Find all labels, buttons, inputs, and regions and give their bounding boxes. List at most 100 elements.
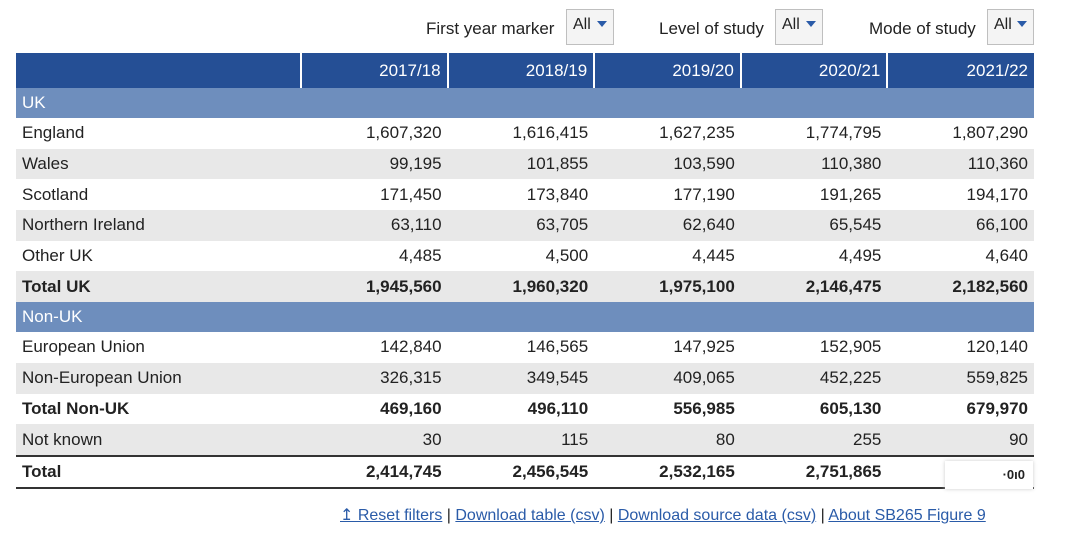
- column-header[interactable]: 2018/19: [446, 53, 595, 88]
- column-header[interactable]: 2017/18: [300, 53, 448, 88]
- table-cell: 605,130: [740, 393, 888, 425]
- table-cell: 4,445: [594, 240, 741, 272]
- column-header[interactable]: 2021/22: [886, 53, 1034, 88]
- download-source-data-link[interactable]: Download source data (csv): [617, 507, 817, 524]
- table-row: Not known 30 115 80 255 90: [16, 424, 1034, 456]
- table-cell: 1,975,100: [594, 271, 741, 303]
- row-label: Other UK: [16, 240, 301, 272]
- table-cell: 110,360: [887, 148, 1034, 180]
- row-label: European Union: [16, 332, 301, 363]
- level-of-study-value: All: [782, 16, 800, 33]
- table-cell: 90: [887, 424, 1034, 456]
- reset-filters-link[interactable]: ↥ Reset filters: [340, 507, 443, 524]
- row-label: Total Non-UK: [16, 393, 301, 425]
- row-label: England: [16, 118, 301, 149]
- table-cell: 1,616,415: [447, 118, 595, 149]
- table-cell: 2,456,545: [447, 454, 595, 489]
- overlay-stamp: ·0ı0: [945, 461, 1033, 489]
- table-cell: 1,945,560: [301, 271, 448, 303]
- table-cell: 4,500: [447, 240, 595, 272]
- filter-bar: First year marker All Level of study All…: [0, 7, 1080, 47]
- table-cell: 469,160: [301, 393, 448, 425]
- table-header-row: 2017/18 2018/19 2019/20 2020/21 2021/22: [16, 53, 1034, 88]
- level-of-study-label: Level of study: [659, 19, 764, 38]
- total-row: Total 2,414,745 2,456,545 2,532,165 2,751,86…: [16, 454, 1034, 489]
- table-cell: 255: [740, 424, 888, 456]
- table-cell: 115: [447, 424, 595, 456]
- row-label: Total: [16, 454, 301, 489]
- column-header[interactable]: 2019/20: [593, 53, 741, 88]
- row-label: Not known: [16, 424, 301, 456]
- table-cell: 173,840: [447, 179, 595, 211]
- table-cell: 4,640: [887, 240, 1034, 272]
- mode-of-study-label: Mode of study: [869, 19, 976, 38]
- row-label: Total UK: [16, 271, 301, 303]
- first-year-marker-value: All: [573, 16, 591, 33]
- table-cell: 103,590: [594, 148, 741, 180]
- section-header-row: UK: [16, 88, 1034, 118]
- table-row: Scotland 171,450 173,840 177,190 191,265 194,…: [16, 179, 1034, 211]
- table-cell: 1,774,795: [740, 118, 888, 149]
- table-cell: 1,627,235: [594, 118, 741, 149]
- section-header-row: Non-UK: [16, 302, 1034, 333]
- first-year-marker-select[interactable]: All: [566, 9, 614, 45]
- table-body: UK England 1,607,320 1,616,415 1,627,235 1,77…: [16, 88, 1034, 489]
- table-row: Northern Ireland 63,110 63,705 62,640 65,545…: [16, 210, 1034, 241]
- table-cell: 559,825: [887, 362, 1034, 394]
- table-cell: 101,855: [447, 148, 595, 180]
- table-cell: 142,840: [301, 332, 448, 363]
- table-cell: 191,265: [740, 179, 888, 211]
- total-row: Total Non-UK 469,160 496,110 556,985 605,130…: [16, 393, 1034, 425]
- row-label: Northern Ireland: [16, 210, 301, 241]
- table-cell: 99,195: [301, 148, 448, 180]
- mode-of-study-value: All: [994, 16, 1012, 33]
- table-cell: 2,532,165: [594, 454, 741, 489]
- header-blank-cell: [16, 53, 301, 88]
- table-row: England 1,607,320 1,616,415 1,627,235 1,774,…: [16, 118, 1034, 149]
- chevron-down-icon: [806, 21, 816, 27]
- level-of-study-select[interactable]: All: [775, 9, 823, 45]
- table-cell: 2,182,560: [887, 271, 1034, 303]
- first-year-marker-label: First year marker: [426, 19, 555, 38]
- link-separator: |: [816, 507, 829, 524]
- table-cell: 556,985: [594, 393, 741, 425]
- total-row: Total UK 1,945,560 1,960,320 1,975,100 2,146…: [16, 271, 1034, 303]
- table-row: Other UK 4,485 4,500 4,445 4,495 4,640: [16, 240, 1034, 272]
- about-figure-link[interactable]: About SB265 Figure 9: [828, 507, 986, 524]
- table-cell: 409,065: [594, 362, 741, 394]
- table-cell: 62,640: [594, 210, 741, 241]
- mode-of-study-select[interactable]: All: [987, 9, 1034, 45]
- table-row: Non-European Union 326,315 349,545 409,065 4…: [16, 362, 1034, 394]
- chevron-down-icon: [1017, 21, 1027, 27]
- table-cell: 4,495: [740, 240, 888, 272]
- table-cell: 452,225: [740, 362, 888, 394]
- table-cell: 110,380: [740, 148, 888, 180]
- table-cell: 146,565: [447, 332, 595, 363]
- table-cell: 66,100: [887, 210, 1034, 241]
- table-row: Wales 99,195 101,855 103,590 110,380 110,360: [16, 148, 1034, 180]
- table-cell: 326,315: [301, 362, 448, 394]
- table-cell: 349,545: [447, 362, 595, 394]
- table-cell: 120,140: [887, 332, 1034, 363]
- table-cell: 171,450: [301, 179, 448, 211]
- table-cell: 1,807,290: [887, 118, 1034, 149]
- data-table: 2017/18 2018/19 2019/20 2020/21 2021/22 …: [16, 53, 1034, 489]
- overlay-text: ·0ı0: [1002, 467, 1025, 482]
- table-cell: 2,751,865: [740, 454, 888, 489]
- row-label: Non-European Union: [16, 362, 301, 394]
- section-label: UK: [16, 88, 1034, 118]
- column-header[interactable]: 2020/21: [739, 53, 888, 88]
- table-cell: 63,110: [301, 210, 448, 241]
- table-cell: 194,170: [887, 179, 1034, 211]
- table-cell: 1,607,320: [301, 118, 448, 149]
- chevron-down-icon: [597, 21, 607, 27]
- row-label: Wales: [16, 148, 301, 180]
- table-cell: 65,545: [740, 210, 888, 241]
- table-cell: 30: [301, 424, 448, 456]
- row-label: Scotland: [16, 179, 301, 211]
- table-cell: 1,960,320: [447, 271, 595, 303]
- download-table-link[interactable]: Download table (csv): [455, 507, 605, 524]
- table-cell: 152,905: [740, 332, 888, 363]
- link-separator: |: [604, 507, 618, 524]
- table-cell: 80: [594, 424, 741, 456]
